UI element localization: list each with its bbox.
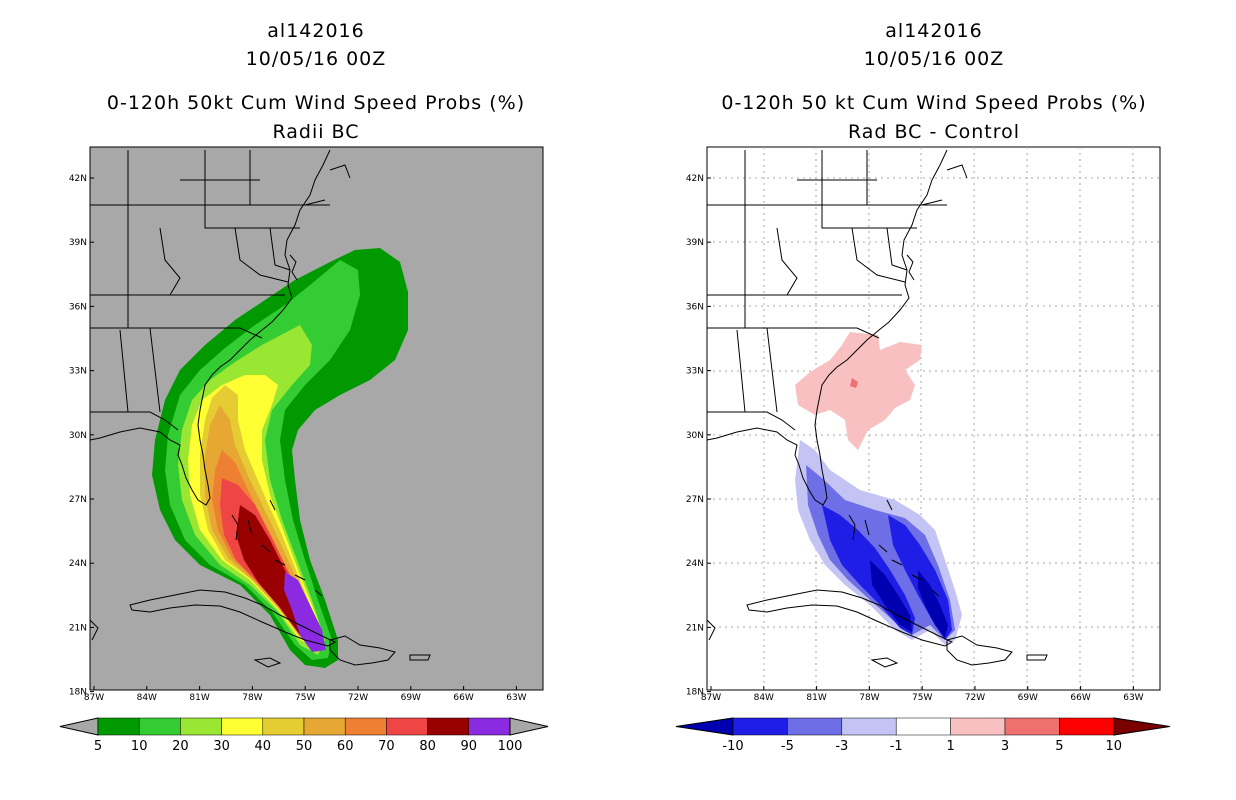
left-colorbar-label: 70 [378,739,395,754]
left-map [89,146,544,691]
left-lat-tick-label: 42N [69,174,87,184]
left-lat-tick-label: 21N [69,623,87,633]
right-colorbar-label: 10 [1106,739,1123,754]
right-colorbar-label: 3 [1001,739,1009,754]
right-colorbar-label: -5 [781,739,794,754]
left-colorbar-label: 50 [296,739,313,754]
left-colorbar-label: 60 [337,739,354,754]
right-lat-tick-label: 30N [686,431,704,441]
left-lon-tick-label: 69W [401,693,421,703]
left-colorbar-box [221,717,264,736]
diff-band-minus3 [806,465,955,640]
right-subtitle: Rad BC - Control [847,121,1021,143]
left-lat-tick-label: 33N [69,367,87,377]
right-colorbar-under-arrow [675,717,734,736]
left-colorbar-label: 40 [255,739,272,754]
right-lon-tick-label: 87W [701,693,721,703]
left-colorbar-box [427,717,470,736]
right-lat-tick-label: 42N [686,174,704,184]
left-lat-tick-label: 39N [69,238,87,248]
left-lon-tick-label: 72W [348,693,368,703]
right-colorbar-box [787,717,843,736]
prob-band-90 [284,572,326,652]
right-colorbar-label: 1 [946,739,954,754]
left-colorbar-label: 5 [94,739,102,754]
diff-band-minus10 [870,560,948,638]
left-colorbar: 5 10 20 30 40 50 60 70 80 90 100 [59,717,549,754]
left-colorbar-label: 80 [419,739,436,754]
right-colorbar-box [1004,717,1060,736]
right-lon-tick-label: 84W [754,693,774,703]
left-colorbar-under-arrow [59,717,99,736]
left-colorbar-box [303,717,346,736]
left-datetime: 10/05/16 00Z [245,48,387,70]
right-colorbar-label: -10 [722,739,743,754]
left-colorbar-label: 20 [172,739,189,754]
right-lat-tick-label: 36N [686,302,704,312]
right-colorbar-box [950,717,1006,736]
right-datetime: 10/05/16 00Z [863,48,1005,70]
diff-positive-area [795,332,922,450]
right-gridlines [707,147,1160,690]
left-subtitle: Radii BC [272,121,360,143]
right-colorbar-box [841,717,897,736]
right-lat-tick-label: 39N [686,238,704,248]
left-colorbar-label: 90 [461,739,478,754]
left-colorbar-box [262,717,305,736]
left-lon-tick-label: 63W [506,693,526,703]
left-colorbar-label: 100 [498,739,523,754]
right-lon-tick-label: 75W [912,693,932,703]
left-colorbar-label: 10 [131,739,148,754]
right-colorbar-label: -3 [835,739,848,754]
diff-band-minus5 [822,505,952,640]
left-lon-tick-label: 81W [189,693,209,703]
right-lon-tick-label: 78W [859,693,879,703]
left-lat-tick-label: 27N [69,495,87,505]
right-lat-tick-label: 27N [686,495,704,505]
left-colorbar-box [468,717,511,736]
right-lon-tick-label: 66W [1070,693,1090,703]
right-colorbar-box [732,717,788,736]
left-lat-tick-label: 18N [69,688,87,698]
left-colorbar-box [344,717,387,736]
right-lat-tick-label: 18N [686,688,704,698]
right-lon-tick-label: 69W [1018,693,1038,703]
left-lon-tick-label: 78W [242,693,262,703]
right-map [706,146,1161,691]
left-lat-tick-label: 36N [69,302,87,312]
diff-positive-dot [850,378,858,388]
right-colorbar: -10 -5 -3 -1 1 3 5 10 [675,717,1171,754]
left-colorbar-box [180,717,222,736]
right-lon-tick-label: 63W [1123,693,1143,703]
left-title: 0-120h 50kt Cum Wind Speed Probs (%) [106,92,526,114]
right-lon-tick-label: 72W [965,693,985,703]
right-lat-tick-label: 21N [686,623,704,633]
right-storm-id: al142016 [885,20,983,42]
left-lat-tick-label: 24N [69,559,87,569]
left-colorbar-box [138,717,181,736]
right-colorbar-label: 5 [1055,739,1063,754]
right-colorbar-box [1059,717,1115,736]
left-lon-tick-label: 66W [453,693,473,703]
left-colorbar-box [97,717,140,736]
right-colorbar-box [895,717,951,736]
left-lon-tick-label: 84W [137,693,157,703]
left-colorbar-box [386,717,428,736]
right-colorbar-over-arrow [1113,717,1171,736]
right-lon-tick-label: 81W [806,693,826,703]
right-colorbar-label: -1 [890,739,903,754]
left-colorbar-label: 30 [213,739,230,754]
left-lon-tick-label: 75W [295,693,315,703]
left-storm-id: al142016 [267,20,365,42]
right-lat-tick-label: 33N [686,367,704,377]
left-lat-tick-label: 30N [69,431,87,441]
left-lon-tick-label: 87W [84,693,104,703]
left-colorbar-over-arrow [509,717,549,736]
right-title: 0-120h 50 kt Cum Wind Speed Probs (%) [721,92,1147,114]
right-lat-tick-label: 24N [686,559,704,569]
